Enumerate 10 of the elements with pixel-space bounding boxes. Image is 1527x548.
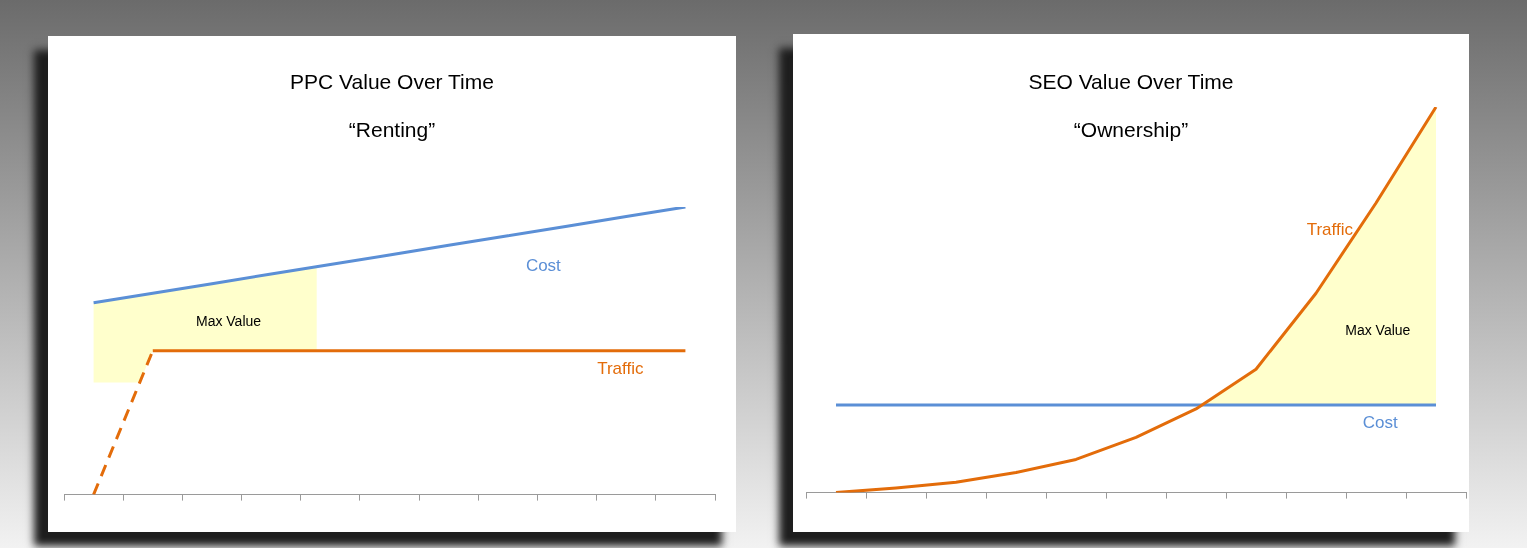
annotation: Max Value [195,312,262,329]
series-label: Traffic [1306,220,1354,240]
series-label: Cost [525,255,562,275]
series-label: Traffic [597,359,644,379]
chart-title: SEO Value Over Time [1028,69,1234,93]
annotation: Max Value [1345,321,1411,338]
chart-title: PPC Value Over Time [290,69,494,93]
series-label: Cost [1362,412,1398,432]
chart-subtitle: “Renting” [348,117,436,141]
text: “Ownership” [1073,117,1189,141]
